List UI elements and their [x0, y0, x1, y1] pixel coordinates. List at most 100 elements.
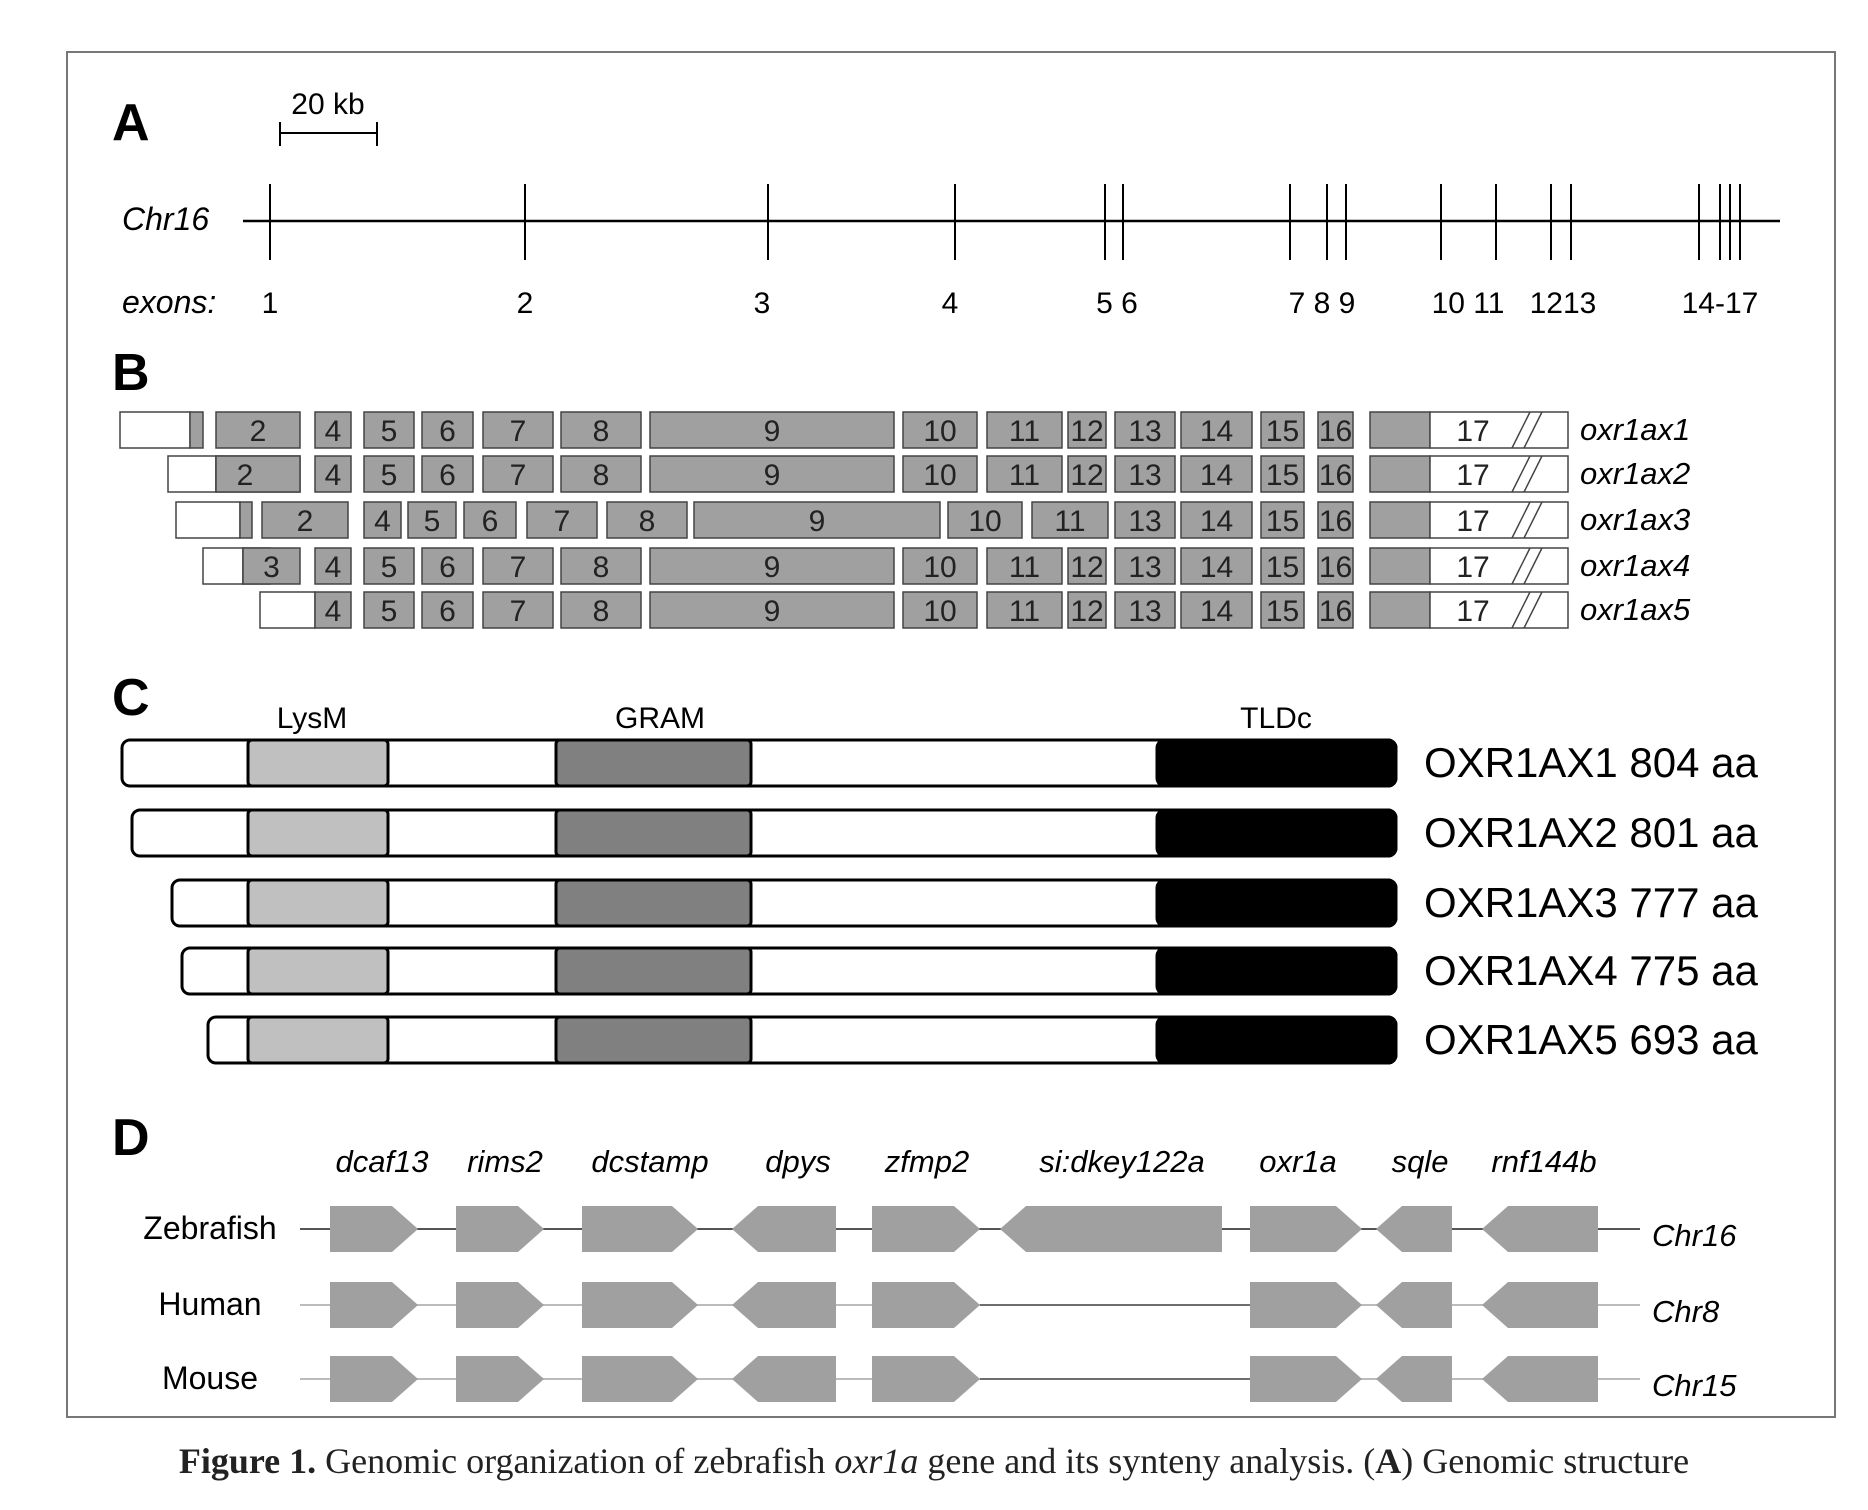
break-mark — [1511, 501, 1531, 539]
protein-label: OXR1AX3 777 aa — [1424, 879, 1759, 926]
exon-number: 15 — [1266, 459, 1299, 492]
exon-number: 10 — [923, 595, 956, 628]
exon-label: 2 — [517, 287, 534, 320]
exon-box — [1317, 501, 1354, 539]
figure-frame — [66, 51, 1836, 1418]
species-name: Human — [158, 1286, 261, 1322]
chrom-label: Chr16 — [122, 201, 209, 237]
exon-box — [560, 547, 642, 585]
panel-c: C LysM GRAM TLDc OXR1AX1 804 aa OXR1AX2 8… — [112, 669, 1759, 1065]
gene-arrow-si-dkey122a — [1000, 1206, 1222, 1252]
gene-arrow-oxr1a — [1250, 1356, 1362, 1402]
exon-number: 8 — [639, 505, 656, 538]
exon-number: 14 — [1200, 505, 1233, 538]
exon-box — [363, 411, 415, 449]
exon-17-utr — [1429, 547, 1569, 585]
exon-box — [693, 501, 941, 539]
exon-number: 17 — [1456, 459, 1489, 492]
exon-number: 5 — [381, 415, 398, 448]
gene-name: dpys — [765, 1144, 830, 1179]
exon-box — [261, 501, 349, 539]
exon-number: 16 — [1319, 459, 1352, 492]
exon-box — [526, 501, 598, 539]
gene-arrow-sqle — [1376, 1282, 1452, 1328]
transcript-name: oxr1ax2 — [1580, 456, 1690, 491]
gene-arrow-dpys — [732, 1356, 836, 1402]
transcript-name: oxr1ax1 — [1580, 412, 1690, 447]
exon-box — [649, 455, 895, 493]
caption-panel: A — [1375, 1441, 1402, 1481]
exon-number: 15 — [1266, 505, 1299, 538]
exon-box — [1180, 501, 1253, 539]
transcript-oxr1ax4: 3 4 5 6 7 8 9 10 11 12 13 14 15 16 17 oxr1ax4 — [202, 547, 1690, 585]
exon-17-utr — [1429, 455, 1569, 493]
exon-label: 7 8 9 — [1289, 287, 1356, 320]
exon-number: 4 — [325, 415, 342, 448]
utr5-box — [202, 547, 244, 585]
gene-arrow-zfmp2 — [872, 1206, 980, 1252]
exon-box — [1317, 547, 1354, 585]
exon-17-utr — [1429, 591, 1569, 629]
exon-number: 17 — [1456, 415, 1489, 448]
gene-arrow-zfmp2 — [872, 1282, 980, 1328]
exon-box — [421, 455, 474, 493]
break-mark — [1511, 455, 1531, 493]
exon-box — [1114, 591, 1176, 629]
break-mark — [1511, 411, 1531, 449]
exon-17-utr — [1429, 501, 1569, 539]
break-mark — [1523, 455, 1543, 493]
exon-17-coding — [1369, 411, 1431, 449]
exon-number: 7 — [554, 505, 571, 538]
exon-box — [649, 411, 895, 449]
protein-row: OXR1AX2 801 aa — [130, 808, 1759, 858]
gram-domain — [554, 808, 753, 858]
utr5-box — [175, 501, 241, 539]
exon-labels: 1 2 3 4 5 6 7 8 9 10 11 1213 14-17 — [262, 287, 1759, 320]
exon-box — [421, 411, 474, 449]
gram-domain — [554, 1015, 753, 1065]
exon-number: 13 — [1128, 505, 1161, 538]
chrom-name: Chr15 — [1652, 1368, 1737, 1403]
exon-box — [215, 455, 301, 493]
exon-number: 17 — [1456, 595, 1489, 628]
exon-box — [1180, 455, 1253, 493]
utr5-box — [259, 591, 316, 629]
exon-box — [363, 455, 415, 493]
scale-bar-label: 20 kb — [291, 88, 364, 121]
gram-domain — [554, 738, 753, 788]
exon-box — [1260, 411, 1305, 449]
transcript-name: oxr1ax3 — [1580, 502, 1690, 537]
exon-number: 14 — [1200, 595, 1233, 628]
exon-number: 6 — [439, 595, 456, 628]
exon-box — [1180, 411, 1253, 449]
exon-box — [947, 501, 1023, 539]
exon-number: 8 — [593, 415, 610, 448]
exon-box — [560, 411, 642, 449]
exon-17-coding — [1369, 547, 1431, 585]
caption-text-2: gene and its synteny analysis. ( — [918, 1441, 1376, 1481]
gene-arrow-dcstamp — [582, 1282, 698, 1328]
exon-number: 15 — [1266, 551, 1299, 584]
exon-box — [1260, 547, 1305, 585]
exon-number: 16 — [1319, 595, 1352, 628]
break-mark — [1523, 501, 1543, 539]
gene-arrow-dpys — [732, 1282, 836, 1328]
exon-box — [1067, 547, 1107, 585]
gene-arrow-dcaf13 — [330, 1206, 418, 1252]
exon-box — [649, 591, 895, 629]
exon-number: 10 — [923, 551, 956, 584]
exon-box — [986, 591, 1063, 629]
exon-number: 13 — [1128, 459, 1161, 492]
exon-number: 7 — [510, 459, 527, 492]
protein-label: OXR1AX5 693 aa — [1424, 1016, 1759, 1063]
synteny-rows: Zebrafish Chr16 Human Chr8 Mouse Chr15 — [143, 1206, 1737, 1403]
exon-box — [363, 547, 415, 585]
gene-arrow-rims2 — [456, 1206, 544, 1252]
exon-number: 7 — [510, 415, 527, 448]
exon-box — [1067, 591, 1107, 629]
exon-label: 14-17 — [1682, 287, 1759, 320]
exon-number: 7 — [510, 595, 527, 628]
gene-name: dcstamp — [591, 1144, 708, 1179]
exon-box — [215, 411, 301, 449]
